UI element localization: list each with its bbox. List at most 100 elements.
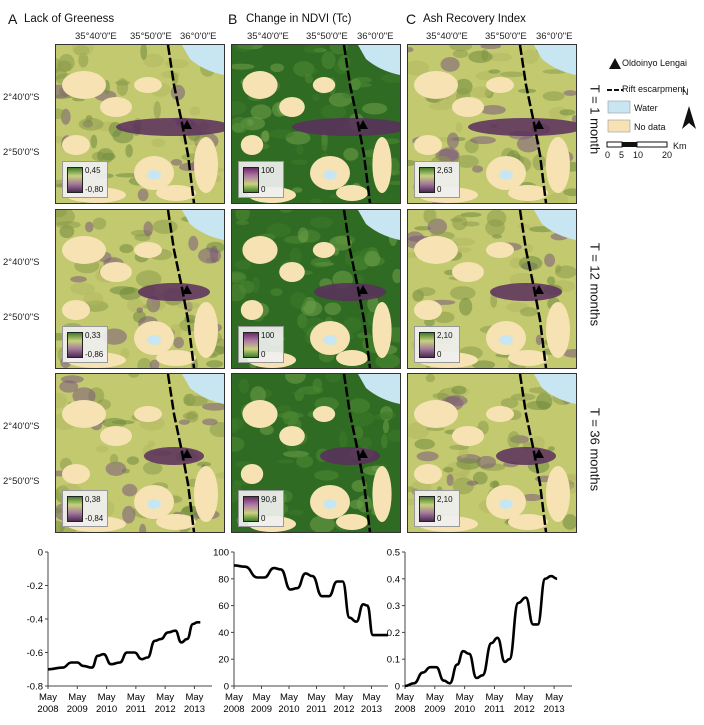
x-tick-label: May — [280, 692, 298, 703]
x-tick-label: May — [39, 692, 57, 703]
y-tick-label: -0.8 — [27, 682, 43, 693]
lat-label: 2°50'0"S — [3, 312, 40, 323]
lon-label: 36°0'0"E — [536, 31, 573, 42]
y-tick-label: -0.2 — [27, 581, 43, 592]
x-tick-label: 2010 — [278, 704, 299, 715]
y-tick-label: 80 — [218, 574, 229, 585]
map-color-legend: 2,63 0 — [414, 161, 460, 198]
map-color-legend: 100 0 — [238, 161, 284, 198]
series-line — [233, 564, 388, 637]
y-tick-label: 40 — [218, 628, 229, 639]
x-tick-label: May — [545, 692, 563, 703]
lon-label: 35°50'0"E — [485, 31, 527, 42]
x-tick-label: May — [98, 692, 116, 703]
x-tick-label: May — [426, 692, 444, 703]
x-tick-label: May — [127, 692, 145, 703]
color-ramp — [419, 496, 435, 522]
x-tick-label: May — [515, 692, 533, 703]
legend-max: 90,8 — [261, 495, 277, 504]
map-color-legend: 2,10 0 — [414, 490, 460, 527]
x-tick-label: 2011 — [484, 704, 504, 715]
lat-label: 2°40'0"S — [3, 257, 40, 268]
map-change-in-ndvi-row-3: 90,8 0 — [231, 373, 401, 533]
series-line — [47, 621, 201, 671]
row-label-36-months: T = 36 months — [587, 407, 603, 492]
map-color-legend: 0,38 -0,84 — [62, 490, 108, 527]
lon-label: 35°40'0"E — [426, 31, 468, 42]
map-lack-of-greeness-row-3: 0,38 -0,84 — [55, 373, 225, 533]
x-tick-label: 2012 — [333, 704, 354, 715]
color-ramp — [67, 496, 83, 522]
legend-min: 0 — [437, 185, 442, 194]
panel-a-letter: A — [8, 11, 18, 27]
map-color-legend: 2,10 0 — [414, 326, 460, 363]
chart-lack-of-greeness: 0-0.2-0.4-0.6-0.8May2008May2009May2010Ma… — [27, 548, 212, 715]
x-tick-label: 2010 — [96, 704, 117, 715]
legend-min: -0,84 — [85, 514, 104, 523]
series-line — [404, 574, 558, 688]
x-tick-label: 2013 — [361, 704, 382, 715]
legend-max: 100 — [261, 166, 275, 175]
volcano-label: Oldoinyo Lengai — [622, 58, 688, 68]
panel-b-title: Change in NDVI (Tc) — [246, 13, 352, 25]
legend-min: 0 — [261, 514, 266, 523]
x-tick-label: 2008 — [394, 704, 415, 715]
map-ash-recovery-row-1: 2,63 0 — [407, 44, 577, 204]
nodata-swatch — [607, 119, 631, 133]
legend-min: 0 — [261, 350, 266, 359]
nodata-label: No data — [634, 122, 666, 132]
legend-max: 100 — [261, 331, 275, 340]
water-swatch — [607, 100, 631, 114]
x-tick-label: 2012 — [514, 704, 535, 715]
north-label: N — [682, 87, 689, 97]
y-tick-label: 0 — [395, 682, 400, 693]
panel-b-letter: B — [228, 11, 238, 27]
legend-max: 0,33 — [85, 331, 101, 340]
x-tick-label: May — [396, 692, 414, 703]
x-tick-label: 2008 — [223, 704, 244, 715]
x-tick-label: 2012 — [155, 704, 176, 715]
color-ramp — [243, 167, 259, 193]
scale-tick: 10 — [633, 150, 644, 160]
x-tick-label: 2009 — [67, 704, 88, 715]
panel-c-title: Ash Recovery Index — [423, 13, 526, 25]
x-tick-label: 2013 — [544, 704, 565, 715]
row-label-12-months: T = 12 months — [587, 242, 603, 327]
lon-label: 36°0'0"E — [180, 31, 217, 42]
x-tick-label: 2010 — [454, 704, 475, 715]
y-tick-label: 0.5 — [387, 548, 400, 559]
legend-max: 0,38 — [85, 495, 101, 504]
y-tick-label: 0.3 — [387, 601, 400, 612]
legend-min: -0,80 — [85, 185, 104, 194]
lon-label: 35°40'0"E — [75, 31, 117, 42]
lon-label: 35°40'0"E — [247, 31, 289, 42]
map-color-legend: 0,33 -0,86 — [62, 326, 108, 363]
x-tick-label: May — [363, 692, 381, 703]
lon-label: 36°0'0"E — [357, 31, 394, 42]
legend-min: 0 — [261, 185, 266, 194]
legend-max: 2,63 — [437, 166, 453, 175]
x-tick-label: 2013 — [184, 704, 205, 715]
x-tick-label: 2011 — [126, 704, 146, 715]
color-ramp — [243, 496, 259, 522]
color-ramp — [419, 332, 435, 358]
scale-tick: 20 — [662, 150, 673, 160]
x-tick-label: May — [308, 692, 326, 703]
lat-label: 2°40'0"S — [3, 421, 40, 432]
color-ramp — [67, 332, 83, 358]
y-tick-label: 0.2 — [387, 628, 400, 639]
lat-label: 2°50'0"S — [3, 147, 40, 158]
x-tick-label: 2008 — [37, 704, 58, 715]
map-color-legend: 0,45 -0,80 — [62, 161, 108, 198]
y-tick-label: -0.4 — [27, 615, 43, 626]
x-tick-label: May — [225, 692, 243, 703]
scale-tick: 5 — [619, 150, 625, 160]
water-label: Water — [634, 103, 658, 113]
color-ramp — [67, 167, 83, 193]
color-ramp — [243, 332, 259, 358]
lon-label: 35°50'0"E — [306, 31, 348, 42]
panel-a-title: Lack of Greeness — [24, 13, 115, 25]
map-ash-recovery-row-3: 2,10 0 — [407, 373, 577, 533]
legend-min: 0 — [437, 514, 442, 523]
x-tick-label: May — [485, 692, 503, 703]
